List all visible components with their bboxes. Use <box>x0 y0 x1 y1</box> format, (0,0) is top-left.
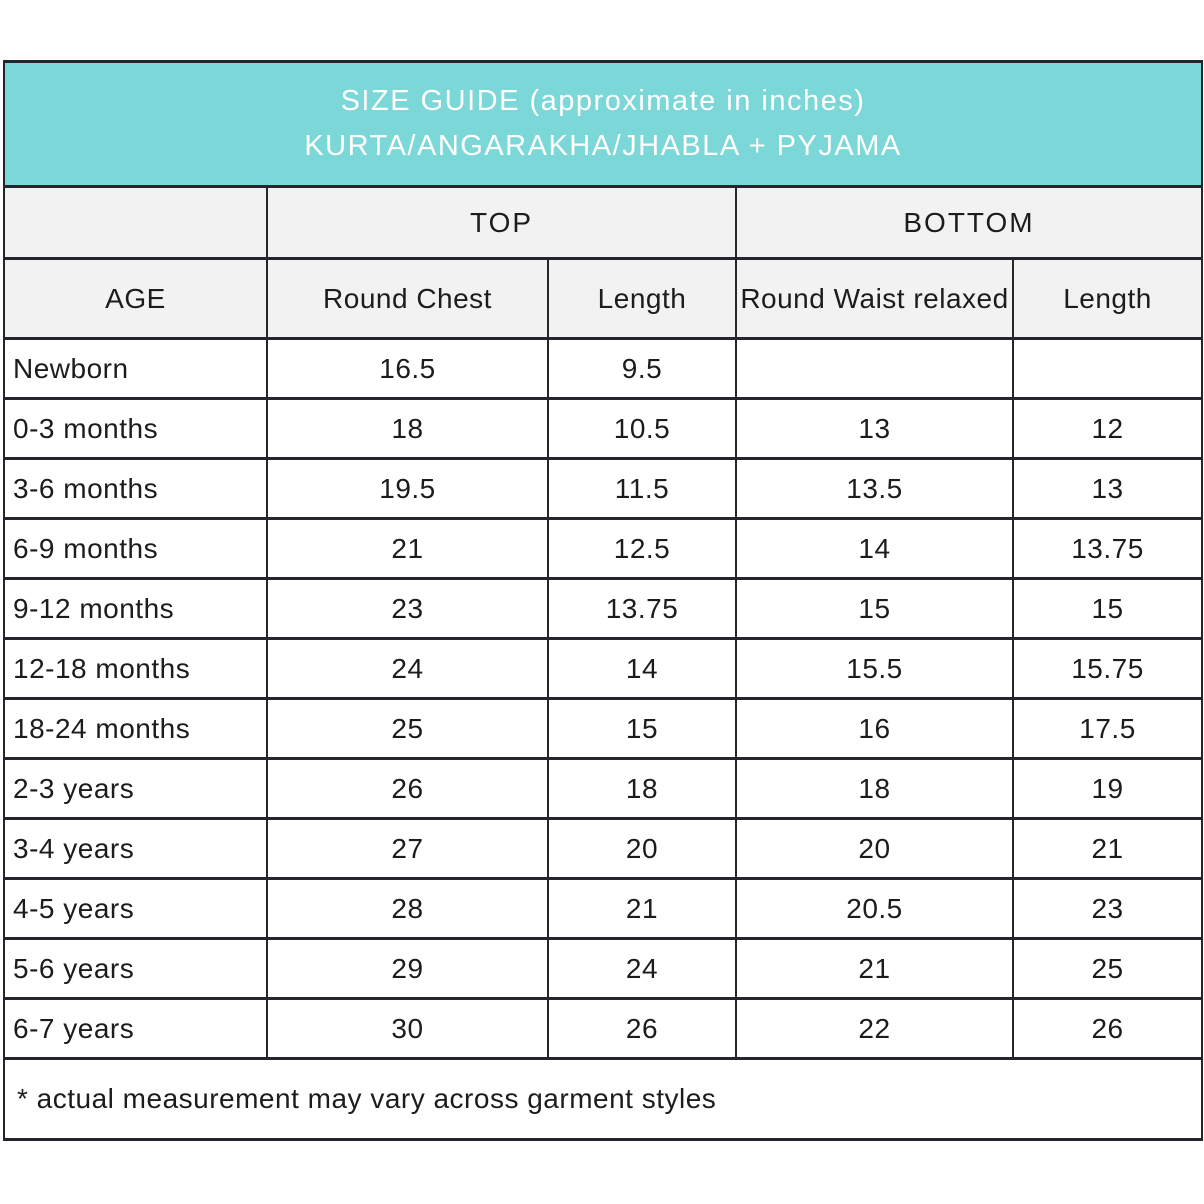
column-header-round-waist: Round Waist relaxed <box>735 257 1014 340</box>
table-row: 6-7 years 30 26 22 26 <box>3 997 1204 1060</box>
value-cell: 19 <box>1011 757 1204 820</box>
value-cell: 20 <box>735 817 1014 880</box>
group-header-empty-cell <box>3 185 268 260</box>
table-row: 6-9 months 21 12.5 14 13.75 <box>3 517 1204 580</box>
value-cell: 15.75 <box>1011 637 1204 700</box>
group-header-bottom: BOTTOM <box>734 185 1204 260</box>
age-cell: 4-5 years <box>3 877 268 940</box>
table-row: 3-4 years 27 20 20 21 <box>3 817 1204 880</box>
column-header-round-chest: Round Chest <box>266 257 549 340</box>
value-cell: 14 <box>735 517 1014 580</box>
age-cell: 18-24 months <box>3 697 268 760</box>
age-cell: Newborn <box>3 337 268 400</box>
age-cell: 0-3 months <box>3 397 268 460</box>
column-header-age: AGE <box>3 257 268 340</box>
footnote-row: * actual measurement may vary across gar… <box>2 1057 1204 1141</box>
table-row: 3-6 months 19.5 11.5 13.5 13 <box>3 457 1204 520</box>
value-cell: 15 <box>735 577 1014 640</box>
value-cell: 30 <box>266 997 549 1060</box>
value-cell: 13.5 <box>735 457 1014 520</box>
column-header-top-length: Length <box>547 257 737 340</box>
value-cell: 13.75 <box>1011 517 1204 580</box>
table-row: 18-24 months 25 15 16 17.5 <box>3 697 1204 760</box>
value-cell: 13 <box>735 397 1014 460</box>
value-cell: 25 <box>1011 937 1204 1000</box>
age-cell: 9-12 months <box>3 577 268 640</box>
size-guide-table: SIZE GUIDE (approximate in inches) KURTA… <box>2 60 1204 1141</box>
age-cell: 6-7 years <box>3 997 268 1060</box>
value-cell: 13 <box>1011 457 1204 520</box>
value-cell: 24 <box>266 637 549 700</box>
table-row: 5-6 years 29 24 21 25 <box>3 937 1204 1000</box>
value-cell <box>1011 337 1204 400</box>
table-row: 12-18 months 24 14 15.5 15.75 <box>3 637 1204 700</box>
value-cell: 12.5 <box>547 517 737 580</box>
table-row: 2-3 years 26 18 18 19 <box>3 757 1204 820</box>
value-cell: 20 <box>547 817 737 880</box>
table-row: Newborn 16.5 9.5 <box>3 337 1204 400</box>
table-row: 0-3 months 18 10.5 13 12 <box>3 397 1204 460</box>
table-row: 4-5 years 28 21 20.5 23 <box>3 877 1204 940</box>
value-cell: 20.5 <box>735 877 1014 940</box>
value-cell: 18 <box>266 397 549 460</box>
value-cell: 10.5 <box>547 397 737 460</box>
value-cell: 18 <box>547 757 737 820</box>
value-cell: 13.75 <box>547 577 737 640</box>
value-cell <box>735 337 1014 400</box>
value-cell: 15 <box>547 697 737 760</box>
title-line-2: KURTA/ANGARAKHA/JHABLA + PYJAMA <box>304 130 902 162</box>
value-cell: 21 <box>1011 817 1204 880</box>
group-header-row: TOP BOTTOM <box>3 185 1204 260</box>
footnote-text: * actual measurement may vary across gar… <box>2 1057 1204 1141</box>
column-header-bottom-length: Length <box>1011 257 1204 340</box>
table-row: 9-12 months 23 13.75 15 15 <box>3 577 1204 640</box>
value-cell: 28 <box>266 877 549 940</box>
value-cell: 27 <box>266 817 549 880</box>
value-cell: 15 <box>1011 577 1204 640</box>
value-cell: 25 <box>266 697 549 760</box>
value-cell: 21 <box>735 937 1014 1000</box>
value-cell: 17.5 <box>1011 697 1204 760</box>
age-cell: 5-6 years <box>3 937 268 1000</box>
age-cell: 6-9 months <box>3 517 268 580</box>
age-cell: 12-18 months <box>3 637 268 700</box>
title-line-1: SIZE GUIDE (approximate in inches) <box>340 85 866 118</box>
value-cell: 11.5 <box>547 457 737 520</box>
age-cell: 3-4 years <box>3 817 268 880</box>
value-cell: 21 <box>266 517 549 580</box>
value-cell: 29 <box>266 937 549 1000</box>
value-cell: 18 <box>735 757 1014 820</box>
value-cell: 9.5 <box>547 337 737 400</box>
value-cell: 26 <box>266 757 549 820</box>
value-cell: 21 <box>547 877 737 940</box>
value-cell: 26 <box>1011 997 1204 1060</box>
group-header-top: TOP <box>266 185 737 260</box>
value-cell: 14 <box>547 637 737 700</box>
value-cell: 23 <box>1011 877 1204 940</box>
table-title-cell: SIZE GUIDE (approximate in inches) KURTA… <box>2 60 1204 188</box>
table-title-row: SIZE GUIDE (approximate in inches) KURTA… <box>2 60 1204 188</box>
value-cell: 12 <box>1011 397 1204 460</box>
value-cell: 19.5 <box>266 457 549 520</box>
column-header-row: AGE Round Chest Length Round Waist relax… <box>3 257 1204 340</box>
age-cell: 3-6 months <box>3 457 268 520</box>
value-cell: 23 <box>266 577 549 640</box>
value-cell: 15.5 <box>735 637 1014 700</box>
value-cell: 22 <box>735 997 1014 1060</box>
value-cell: 16 <box>735 697 1014 760</box>
age-cell: 2-3 years <box>3 757 268 820</box>
value-cell: 16.5 <box>266 337 549 400</box>
value-cell: 26 <box>547 997 737 1060</box>
value-cell: 24 <box>547 937 737 1000</box>
